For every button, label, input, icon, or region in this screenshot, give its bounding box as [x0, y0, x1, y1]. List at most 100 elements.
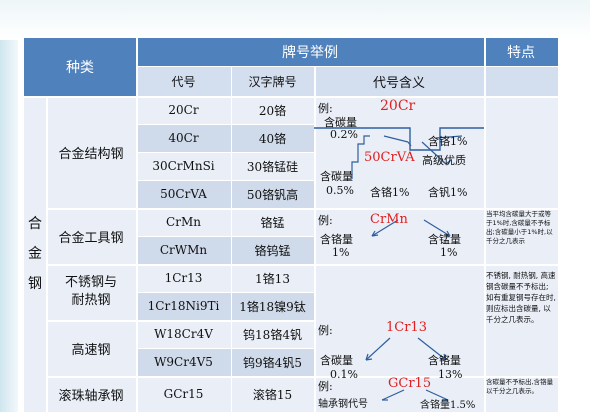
- kind-bearing: 滚珠轴承钢: [46, 376, 136, 412]
- header-features-sub: [484, 66, 558, 96]
- tool-example-label: 例:: [318, 214, 333, 227]
- grid-line: [46, 320, 314, 322]
- chinese-cell: 钨18铬4钒: [231, 320, 314, 348]
- stainless-code: 1Cr13: [386, 320, 427, 335]
- code-cell: W18Cr4V: [136, 320, 231, 348]
- stainless-example-label: 例:: [318, 324, 333, 337]
- grid-line: [24, 96, 558, 98]
- bearing-example-label: 例:: [318, 380, 333, 393]
- grid-line: [136, 292, 314, 293]
- group-char: 合: [28, 216, 42, 232]
- tool-code: CrMn: [370, 212, 408, 227]
- code-cell: W9Cr4V5: [136, 348, 231, 376]
- code-cell: 40Cr: [136, 124, 231, 152]
- grid-line: [314, 66, 316, 412]
- code-cell: GCr15: [136, 376, 231, 412]
- structural-carbon-label: 含碳量: [324, 116, 357, 129]
- feature-tool-note: 当平均含碳量大于或等于1%时,含碳量不予标出;含碳量小于1%时,以千分之几表示: [486, 210, 553, 245]
- bearing-code: GCr15: [388, 376, 432, 391]
- chinese-cell: 铬钨锰: [231, 236, 314, 264]
- alloy-steel-table: 种类 牌号举例 特点 代号 汉字牌号 代号含义 合 金 钢 合金结构钢 合金工具…: [24, 38, 558, 412]
- kind-stainless: 不锈钢与 耐热钢: [46, 264, 136, 320]
- code-cell: CrMn: [136, 208, 231, 236]
- feature-stainless-cell: [484, 264, 558, 376]
- group-label-alloy-steel: 合 金 钢: [24, 96, 46, 412]
- chinese-cell: 滚铬15: [231, 376, 314, 412]
- code-cell: 50CrVA: [136, 180, 231, 208]
- grid-line: [231, 66, 232, 412]
- meaning-bearing-cell: [314, 376, 484, 412]
- structural-cr-label: 含铬1%: [428, 135, 468, 148]
- header-chinese: 汉字牌号: [231, 66, 314, 96]
- code-cell: 30CrMnSi: [136, 152, 231, 180]
- tool-cr-value: 1%: [332, 246, 350, 259]
- chinese-cell: 铬锰: [231, 208, 314, 236]
- structural-diagram-lines: [314, 127, 484, 179]
- kind-high-speed: 高速钢: [46, 320, 136, 376]
- code-cell: 1Cr13: [136, 264, 231, 292]
- bearing-diagram-lines: [381, 389, 449, 401]
- bearing-cr-label: 含铬量1.5%: [420, 400, 476, 411]
- grid-line: [46, 264, 558, 266]
- chinese-cell: 40铬: [231, 124, 314, 152]
- stainless-cr-label: 含铬量: [428, 354, 461, 367]
- feature-bearing-note: 含碳量不予标出,含铬量以千分之几表示。: [486, 378, 554, 395]
- grid-line: [136, 124, 314, 125]
- tool-cr-label: 含铬量: [320, 233, 353, 246]
- grid-line: [136, 38, 138, 412]
- meaning-tool-cell: [314, 208, 484, 264]
- header-features: 特点: [484, 38, 558, 66]
- structural-code-50crva: 50CrVA: [364, 150, 415, 165]
- header-code: 代号: [136, 66, 231, 96]
- chinese-cell: 钨9铬4钒5: [231, 348, 314, 376]
- structural-v-label: 含钒1%: [428, 186, 468, 199]
- grid-line: [136, 66, 558, 67]
- grid-line: [46, 208, 558, 210]
- grid-line: [136, 180, 314, 181]
- stainless-carbon-value: 0.1%: [330, 368, 358, 381]
- stainless-diagram-lines: [365, 337, 447, 361]
- header-examples: 牌号举例: [136, 38, 484, 66]
- header-kind: 种类: [24, 38, 136, 96]
- header-meaning: 代号含义: [314, 66, 484, 96]
- chinese-cell: 30铬锰硅: [231, 152, 314, 180]
- kind-stainless-line2: 耐热钢: [71, 293, 111, 308]
- kind-stainless-line1: 不锈钢与: [64, 275, 117, 290]
- stainless-carbon-label: 含碳量: [320, 354, 353, 367]
- code-cell: CrWMn: [136, 236, 231, 264]
- code-cell: 20Cr: [136, 96, 231, 124]
- feature-stainless-note: 不锈钢, 耐热钢, 高速钢含碳量不予标出;如有重复钢号存在时, 则应标出含碳量,…: [486, 271, 556, 324]
- chinese-cell: 1铬18镍9钛: [231, 292, 314, 320]
- structural-carbon-value: 0.2%: [330, 128, 358, 141]
- grid-line: [484, 38, 486, 412]
- meaning-stainless-cell: [314, 264, 484, 376]
- grid-line: [136, 348, 314, 349]
- slide-edge-decoration: [0, 0, 18, 412]
- kind-tool: 合金工具钢: [46, 208, 136, 264]
- structural-code-20cr: 20Cr: [380, 98, 416, 114]
- slide-top-decoration: [0, 0, 590, 40]
- stainless-cr-value: 13%: [438, 368, 463, 381]
- tool-mn-value: 1%: [440, 246, 458, 259]
- structural-carbon2-label: 含碳量: [320, 170, 353, 183]
- grid-line: [46, 376, 558, 378]
- structural-carbon2-value: 0.5%: [326, 184, 354, 197]
- bearing-code-label: 轴承钢代号: [318, 399, 368, 410]
- chinese-cell: 50铬钒高: [231, 180, 314, 208]
- feature-tool-cell: [484, 208, 558, 264]
- structural-example-label: 例:: [318, 102, 333, 115]
- tool-mn-label: 含锰量: [428, 233, 461, 246]
- chinese-cell: 20铬: [231, 96, 314, 124]
- group-char: 金: [28, 246, 42, 262]
- grid-line: [46, 96, 48, 412]
- feature-structural-cell: [484, 96, 558, 208]
- feature-bearing-cell: [484, 376, 558, 412]
- chinese-cell: 1铬13: [231, 264, 314, 292]
- grid-line: [136, 152, 314, 153]
- meaning-structural-cell: [314, 96, 484, 208]
- code-cell: 1Cr18Ni9Ti: [136, 292, 231, 320]
- kind-structural: 合金结构钢: [46, 96, 136, 208]
- grid-line: [136, 236, 314, 237]
- structural-cr2-label: 含铬1%: [370, 186, 410, 199]
- tool-diagram-lines: [371, 219, 451, 237]
